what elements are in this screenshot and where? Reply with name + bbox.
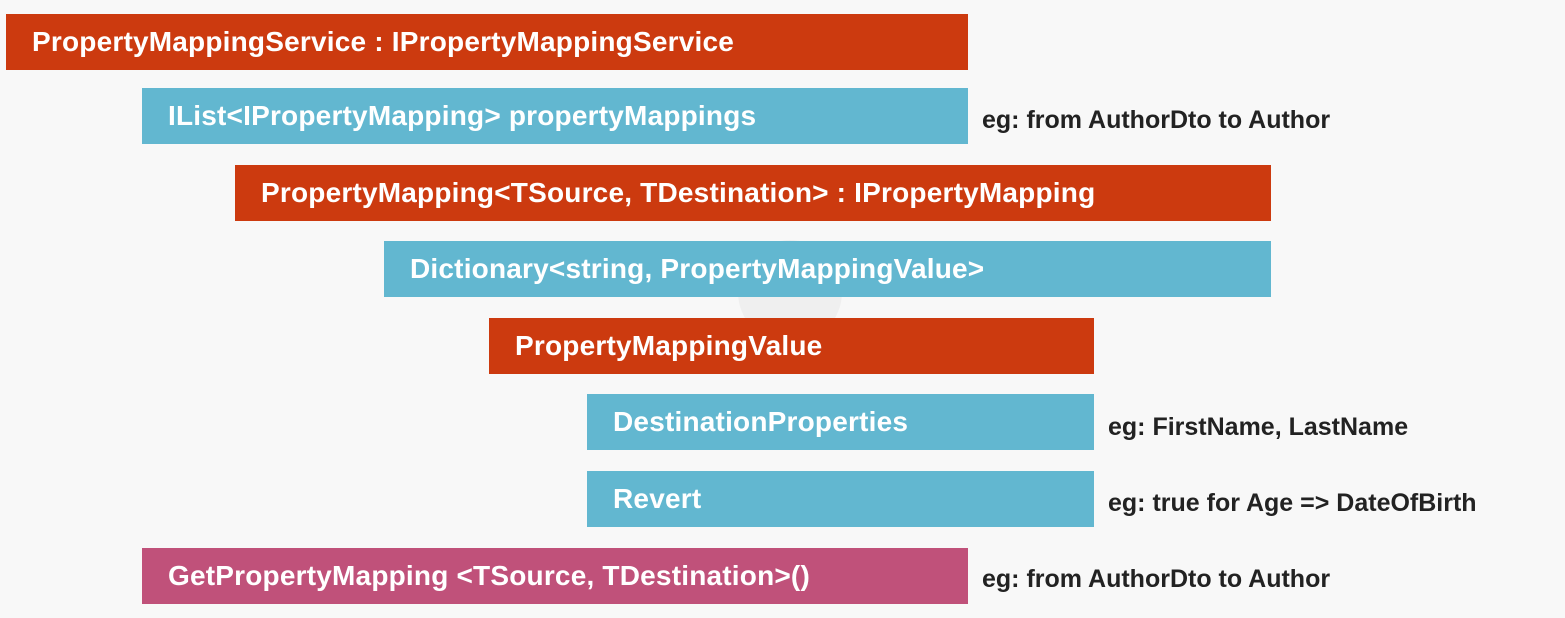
destination-properties-box: DestinationProperties — [587, 394, 1094, 450]
property-mapping-service-label: PropertyMappingService : IPropertyMappin… — [32, 26, 735, 57]
get-property-mapping-note: eg: from AuthorDto to Author — [982, 565, 1331, 593]
revert-note: eg: true for Age => DateOfBirth — [1108, 489, 1477, 517]
property-mapping-value-box: PropertyMappingValue — [489, 318, 1094, 374]
property-mapping-label: PropertyMapping<TSource, TDestination> :… — [261, 177, 1096, 208]
property-mapping-value-label: PropertyMappingValue — [515, 330, 823, 361]
property-mappings-list-note: eg: from AuthorDto to Author — [982, 106, 1331, 134]
destination-properties-note: eg: FirstName, LastName — [1108, 413, 1409, 441]
revert-label: Revert — [613, 483, 702, 514]
property-mappings-list-label: IList<IPropertyMapping> propertyMappings — [168, 100, 757, 131]
dictionary-box: Dictionary<string, PropertyMappingValue> — [384, 241, 1271, 297]
revert-box: Revert — [587, 471, 1094, 527]
get-property-mapping-label: GetPropertyMapping <TSource, TDestinatio… — [168, 560, 810, 591]
dictionary-label: Dictionary<string, PropertyMappingValue> — [410, 253, 985, 284]
property-mappings-list-box: IList<IPropertyMapping> propertyMappings — [142, 88, 968, 144]
destination-properties-label: DestinationProperties — [613, 406, 909, 437]
property-mapping-service-box: PropertyMappingService : IPropertyMappin… — [6, 14, 968, 70]
get-property-mapping-box: GetPropertyMapping <TSource, TDestinatio… — [142, 548, 968, 604]
property-mapping-box: PropertyMapping<TSource, TDestination> :… — [235, 165, 1271, 221]
